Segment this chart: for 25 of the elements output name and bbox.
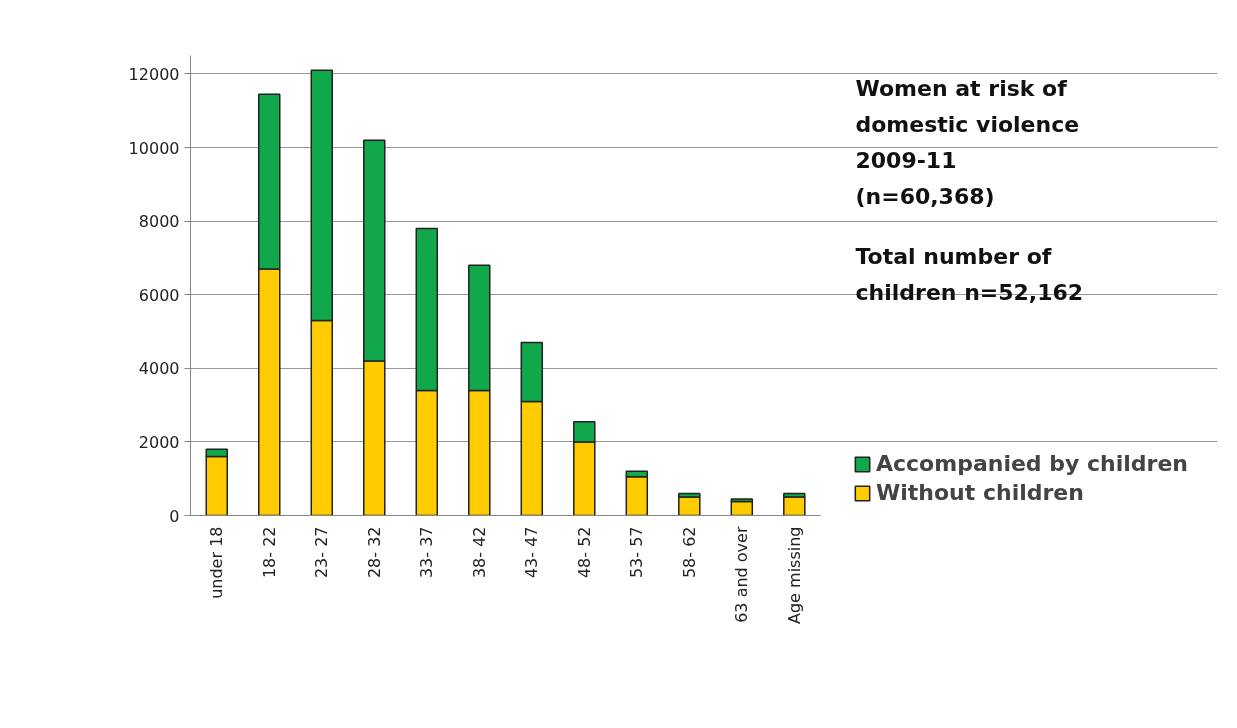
x-tick-label: 18- 22 (259, 526, 279, 579)
text: Total number of children n=52,162 (855, 243, 1084, 305)
x-tick-label: 63 and over (732, 526, 752, 623)
y-tick-label: 4000 (138, 359, 180, 379)
legend-label: Without children (876, 480, 1084, 505)
x-tick-label: under 18 (207, 526, 227, 599)
y-tick-label: 2000 (138, 432, 180, 452)
bar (783, 496, 806, 516)
x-tick-label: 38- 42 (469, 526, 489, 579)
y-tick-label: 10000 (128, 138, 180, 158)
y-tick-label: 8000 (138, 212, 180, 232)
x-tick-label: 58- 62 (679, 526, 699, 579)
y-tick-label: 0 (169, 506, 180, 526)
text: Women at risk of domestic violence 2009-11 (n=60,368) (855, 75, 1080, 210)
x-tick-label: 48- 52 (574, 526, 594, 579)
y-tick-label: 12000 (128, 64, 180, 84)
x-tick-label: 28- 32 (364, 526, 384, 579)
x-tick-label: 33- 37 (417, 526, 437, 579)
x-tick-label: 53- 57 (627, 526, 647, 579)
x-tick-label: 43- 47 (522, 526, 542, 579)
x-tick-label: Age missing (784, 526, 804, 624)
legend-label: Accompanied by children (876, 451, 1188, 476)
x-tick-label: 23- 27 (312, 526, 332, 579)
bar (678, 496, 701, 516)
y-tick-label: 6000 (138, 285, 180, 305)
